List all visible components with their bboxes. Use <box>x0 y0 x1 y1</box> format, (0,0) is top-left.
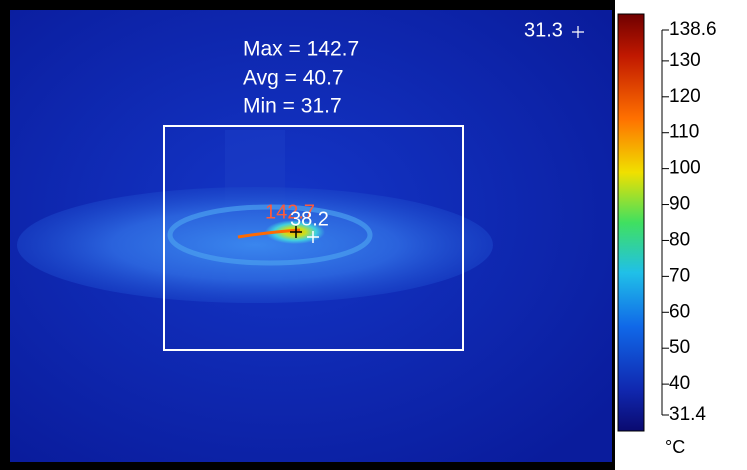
scale-tick-label: 100 <box>669 158 701 179</box>
min-readout: Min = 31.7 <box>243 95 342 118</box>
scale-tick-label: 138.6 <box>669 19 717 40</box>
scale-tick-label: 40 <box>669 373 690 394</box>
scale-tick-label: 60 <box>669 301 690 322</box>
disc <box>17 187 493 303</box>
scale-tick-label: 130 <box>669 50 701 71</box>
scale-tick-label: 120 <box>669 86 701 107</box>
scale-tick-label: 50 <box>669 337 690 358</box>
scale-tick-label: 31.4 <box>669 404 706 425</box>
scale-tick-label: 80 <box>669 229 690 250</box>
avg-readout: Avg = 40.7 <box>243 67 344 90</box>
unit-label: °C <box>665 437 685 457</box>
thermal-screen: Max = 142.7 Avg = 40.7 Min = 31.7 31.3 1… <box>0 0 747 470</box>
spot-label: 31.3 <box>524 19 563 41</box>
colorbar <box>618 14 644 431</box>
max-readout: Max = 142.7 <box>243 38 359 61</box>
scale-tick-label: 70 <box>669 265 690 286</box>
scale-tick-label: 90 <box>669 194 690 215</box>
scale-tick-label: 110 <box>669 122 699 143</box>
